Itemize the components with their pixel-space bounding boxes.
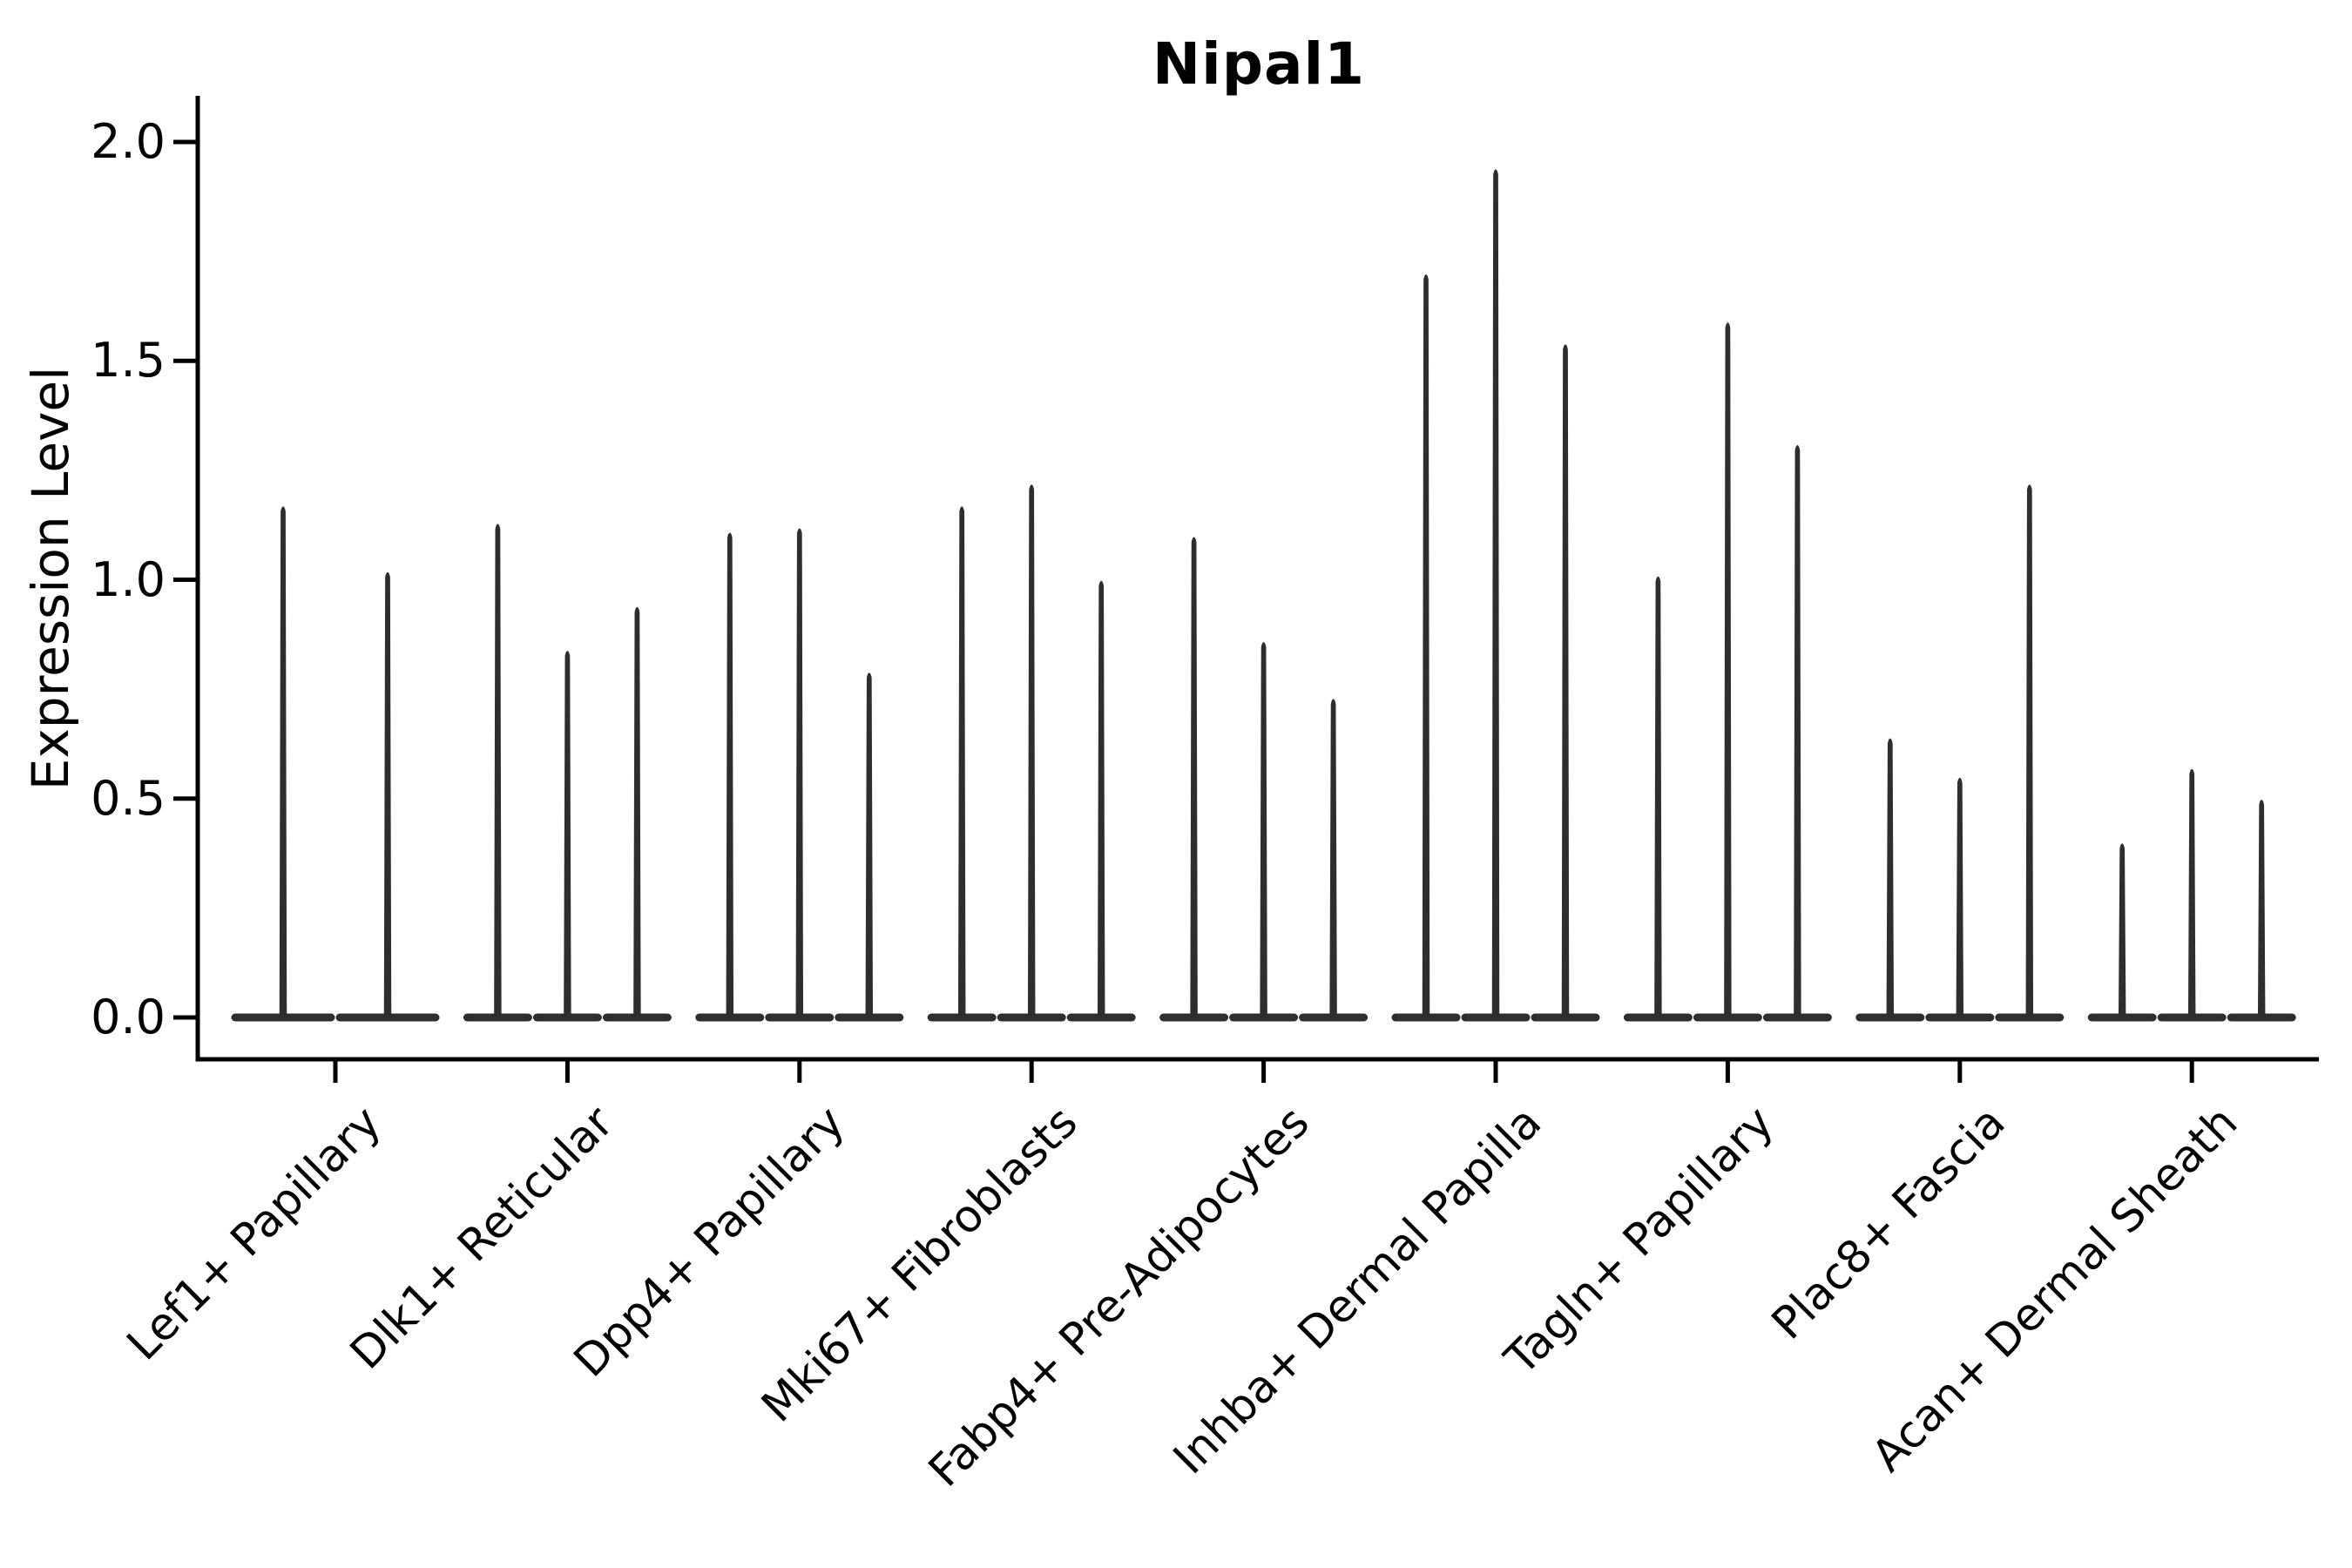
violin [2187, 768, 2196, 1021]
violin [2025, 484, 2034, 1021]
violin [633, 606, 641, 1021]
violin [1097, 580, 1105, 1021]
violin [1794, 444, 1801, 1021]
chart-title: Nipal1 [1152, 30, 1366, 98]
violin [1260, 642, 1267, 1021]
violin [1190, 537, 1198, 1021]
violin [957, 506, 966, 1021]
violin [2257, 800, 2266, 1021]
violin [383, 571, 392, 1021]
violin [279, 506, 287, 1021]
violin [1491, 169, 1500, 1021]
violin [1329, 699, 1337, 1021]
violin [795, 528, 804, 1021]
violin [1561, 344, 1570, 1021]
violin [1654, 576, 1662, 1021]
violin [726, 532, 734, 1021]
y-tick-label: 0.5 [91, 770, 166, 826]
y-tick-label: 2.0 [91, 114, 166, 169]
violin [564, 651, 571, 1021]
violin [1886, 738, 1895, 1021]
violin [1724, 322, 1732, 1021]
y-tick-label: 0.0 [91, 990, 166, 1044]
violin [494, 524, 502, 1021]
violin [1956, 777, 1964, 1021]
violin [1027, 484, 1036, 1021]
violin [1422, 274, 1430, 1021]
y-tick-label: 1.0 [91, 551, 166, 607]
violin [865, 672, 874, 1021]
y-tick-label: 1.5 [91, 333, 166, 389]
violin [2118, 843, 2126, 1021]
